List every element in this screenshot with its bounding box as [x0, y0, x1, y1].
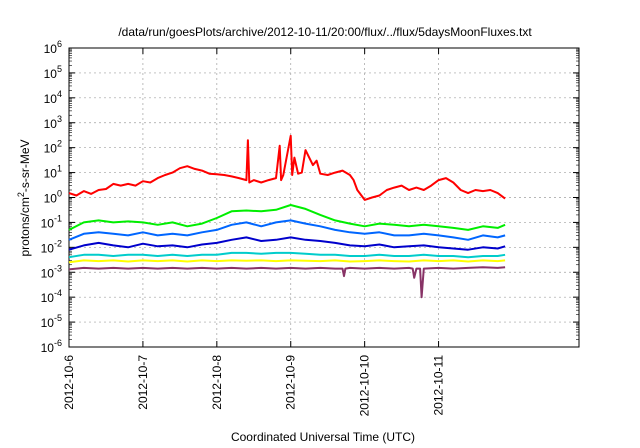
y-tick-label-sup: -1 — [54, 213, 62, 223]
y-tick-label-4: 10-2 — [41, 238, 62, 255]
y-tick-label-sup: -2 — [54, 238, 62, 248]
y-axis-label-base: protons/cm — [18, 197, 32, 256]
y-tick-label-sup: -4 — [54, 288, 62, 298]
y-tick-label-10: 104 — [44, 89, 62, 106]
y-tick-label-5: 10-1 — [41, 213, 62, 230]
series-line-5 — [68, 259, 506, 264]
y-tick-label-8: 102 — [44, 139, 62, 156]
series-line-3 — [68, 236, 506, 251]
x-tick-label-4: 2012-10-10 — [358, 355, 372, 417]
y-tick-label-base: 10 — [41, 316, 55, 330]
y-tick-label-base: 10 — [44, 42, 58, 56]
y-tick-label-base: 10 — [41, 266, 55, 280]
series-line-6 — [68, 266, 506, 299]
y-tick-label-11: 105 — [44, 64, 62, 81]
y-tick-label-base: 10 — [44, 142, 58, 156]
series-line-0 — [68, 134, 506, 201]
series-line-2 — [68, 219, 506, 241]
y-tick-label-base: 10 — [44, 167, 58, 181]
y-tick-label-1: 10-5 — [41, 313, 62, 330]
y-tick-label-sup: 2 — [57, 139, 62, 149]
y-tick-label-sup: 3 — [57, 114, 62, 124]
chart-title: /data/run/goesPlots/archive/2012-10-11/2… — [118, 25, 532, 39]
y-tick-label-base: 10 — [44, 67, 58, 81]
y-tick-label-sup: -3 — [54, 263, 62, 273]
y-tick-label-sup: 5 — [57, 64, 62, 74]
series-line-4 — [68, 251, 506, 259]
x-axis-label: Coordinated Universal Time (UTC) — [231, 430, 415, 444]
y-tick-label-base: 10 — [41, 291, 55, 305]
y-axis-label-rest: -s-sr-MeV — [18, 139, 32, 192]
y-tick-label-sup: -5 — [54, 313, 62, 323]
y-tick-label-sup: 4 — [57, 89, 62, 99]
y-tick-label-3: 10-3 — [41, 263, 62, 280]
grid-lines — [69, 48, 579, 347]
y-tick-label-base: 10 — [44, 92, 58, 106]
x-tick-label-2: 2012-10-8 — [210, 355, 224, 410]
y-axis-label: protons/cm2-s-sr-MeV — [16, 139, 32, 256]
series-line-1 — [68, 204, 506, 231]
y-tick-label-6: 100 — [44, 189, 62, 206]
x-axis-ticks: 2012-10-6 2012-10-7 2012-10-8 2012-10-9 2012… — [62, 48, 446, 416]
y-tick-label-sup: 1 — [57, 164, 62, 174]
y-tick-label-9: 103 — [44, 114, 62, 131]
y-axis-label-sup: 2 — [16, 192, 26, 197]
y-tick-label-7: 101 — [44, 164, 62, 181]
y-axis-ticks: 10-610-510-410-310-210-11001011021031041… — [41, 39, 579, 355]
x-tick-label-5: 2012-10-11 — [432, 355, 446, 416]
y-tick-label-base: 10 — [41, 216, 55, 230]
x-tick-label-3: 2012-10-9 — [284, 355, 298, 410]
x-tick-label-0: 2012-10-6 — [62, 355, 76, 410]
y-tick-label-base: 10 — [44, 117, 58, 131]
x-tick-label-1: 2012-10-7 — [136, 355, 150, 410]
y-tick-label-sup: -6 — [54, 338, 62, 348]
y-tick-label-base: 10 — [41, 341, 55, 355]
y-tick-label-sup: 6 — [57, 39, 62, 49]
y-tick-label-12: 106 — [44, 39, 62, 56]
y-tick-label-base: 10 — [44, 192, 58, 206]
series-group — [68, 134, 506, 299]
y-tick-label-base: 10 — [41, 241, 55, 255]
y-tick-label-2: 10-4 — [41, 288, 62, 305]
y-tick-label-sup: 0 — [57, 189, 62, 199]
y-tick-label-0: 10-6 — [41, 338, 62, 355]
